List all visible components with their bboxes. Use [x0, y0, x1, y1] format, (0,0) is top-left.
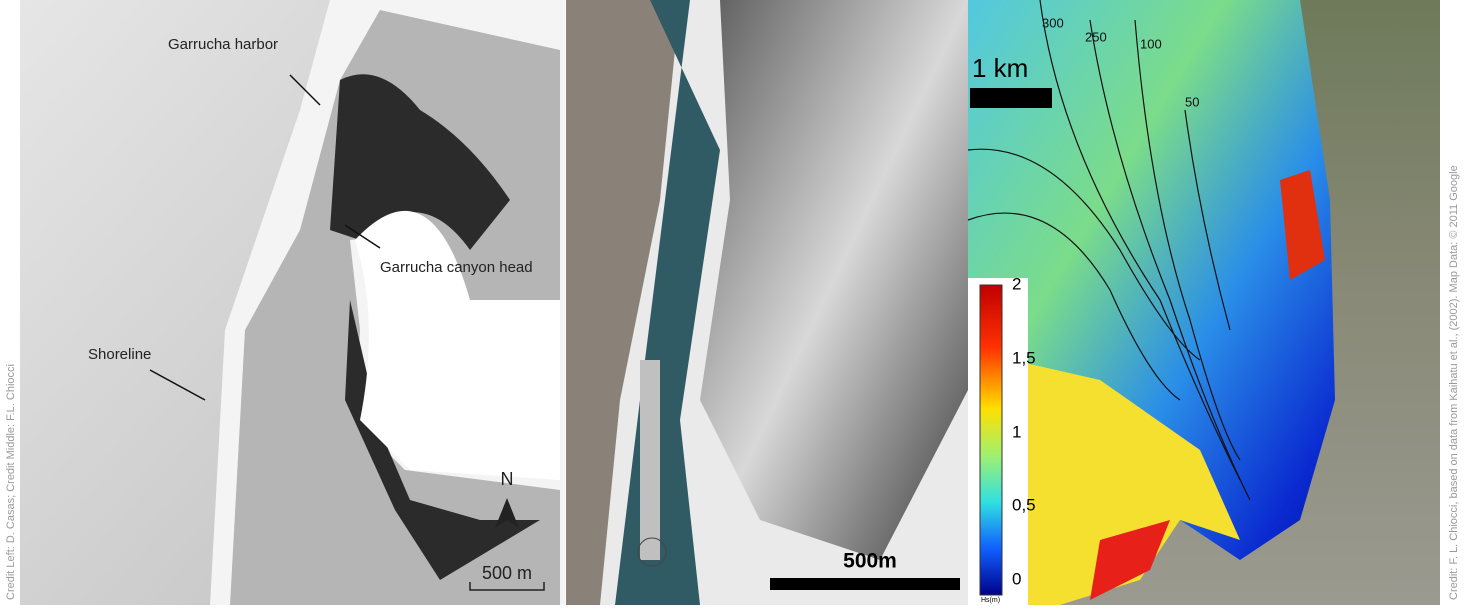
contour-label: 250 — [1085, 29, 1107, 44]
label-shoreline: Shoreline — [88, 346, 151, 363]
contour-label: 50 — [1185, 94, 1199, 109]
panel-middle: 500m — [566, 0, 968, 605]
contour-label: 300 — [1042, 15, 1064, 30]
contour-label: 100 — [1140, 36, 1162, 51]
panel-right: 300 250 100 50 1 km 2 1,5 1 0,5 0 Hs(m) — [968, 0, 1440, 605]
credit-left: Credit Left: D. Casas; Credit Middle: F.… — [5, 364, 17, 600]
scale-label: 1 km — [972, 53, 1028, 83]
credit-right: Credit: F. L. Chiocci, based on data fro… — [1448, 165, 1460, 600]
colorbar-tick: 1 — [1012, 422, 1021, 441]
colorbar-tick: 1,5 — [1012, 348, 1036, 367]
scale-label: 500m — [843, 550, 897, 573]
page: Credit Left: D. Casas; Credit Middle: F.… — [0, 0, 1467, 605]
label-canyon: Garrucha canyon head — [380, 259, 533, 276]
panel-left: Garrucha harbor Garrucha canyon head Sho… — [20, 0, 565, 605]
colorbar-unit: Hs(m) — [981, 597, 1000, 604]
colorbar-tick: 0 — [1012, 569, 1021, 588]
scale-label: 500 m — [482, 563, 532, 583]
label-harbor: Garrucha harbor — [168, 36, 278, 53]
colorbar-tick: 0,5 — [1012, 495, 1036, 514]
colorbar-tick: 2 — [1012, 274, 1021, 293]
figure: Credit Left: D. Casas; Credit Middle: F.… — [0, 0, 1467, 605]
north-label: N — [501, 469, 514, 489]
